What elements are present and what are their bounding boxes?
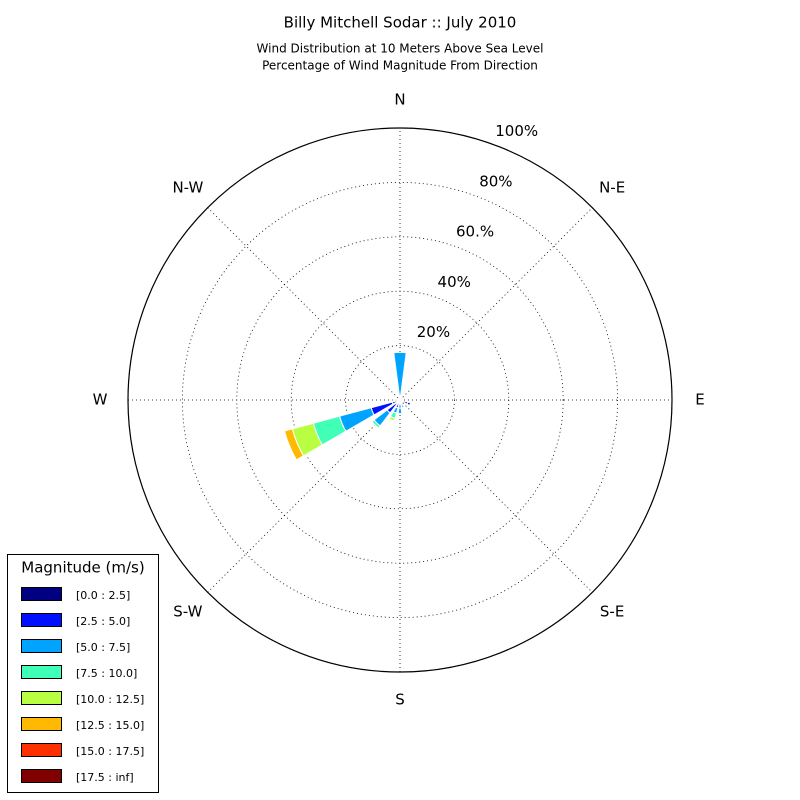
wedge	[388, 415, 396, 422]
legend-label: [15.0 : 17.5]	[76, 745, 144, 758]
r-tick-label: 100%	[495, 122, 538, 140]
direction-label: S-E	[600, 603, 624, 621]
direction-label: N-E	[599, 178, 625, 196]
legend-swatch	[21, 743, 62, 757]
wedge	[397, 407, 403, 415]
chart-subtitle: Percentage of Wind Magnitude From Direct…	[262, 59, 538, 73]
legend-swatch	[21, 665, 62, 679]
wedge	[338, 407, 375, 432]
legend-swatch	[21, 587, 62, 601]
wedge	[371, 419, 381, 429]
chart-title: Billy Mitchell Sodar :: July 2010	[284, 14, 517, 32]
wedge	[400, 404, 405, 409]
legend-label: [10.0 : 12.5]	[76, 693, 144, 706]
direction-label: E	[695, 391, 704, 409]
legend-swatch	[21, 717, 62, 731]
chart-subtitle: Wind Distribution at 10 Meters Above Sea…	[257, 42, 544, 56]
legend-swatch	[21, 691, 62, 705]
legend-label: [7.5 : 10.0]	[76, 667, 137, 680]
legend-swatch	[21, 613, 62, 627]
r-tick-label: 40%	[438, 273, 471, 291]
wedge	[282, 430, 298, 461]
legend-swatch	[21, 769, 62, 783]
legend-label: [0.0 : 2.5]	[76, 589, 130, 602]
grid-circle	[181, 181, 619, 619]
legend-title: Magnitude (m/s)	[21, 559, 144, 577]
legend-label: [12.5 : 15.0]	[76, 719, 144, 732]
legend-label: [17.5 : inf]	[76, 771, 134, 784]
legend-label: [5.0 : 7.5]	[76, 641, 130, 654]
direction-label: S-W	[173, 603, 202, 621]
wedge	[393, 351, 407, 397]
r-tick-label: 80%	[479, 172, 512, 190]
wedge	[406, 401, 412, 407]
grid-circle	[345, 345, 455, 455]
direction-label: N-W	[172, 178, 203, 196]
legend-swatch	[21, 639, 62, 653]
r-tick-label: 60.%	[456, 223, 494, 241]
direction-label: S	[395, 691, 405, 709]
direction-label: W	[93, 391, 108, 409]
direction-label: N	[394, 91, 405, 109]
polar-frame	[127, 127, 673, 673]
wedge	[392, 398, 396, 402]
legend-label: [2.5 : 5.0]	[76, 615, 130, 628]
r-tick-label: 20%	[417, 323, 450, 341]
